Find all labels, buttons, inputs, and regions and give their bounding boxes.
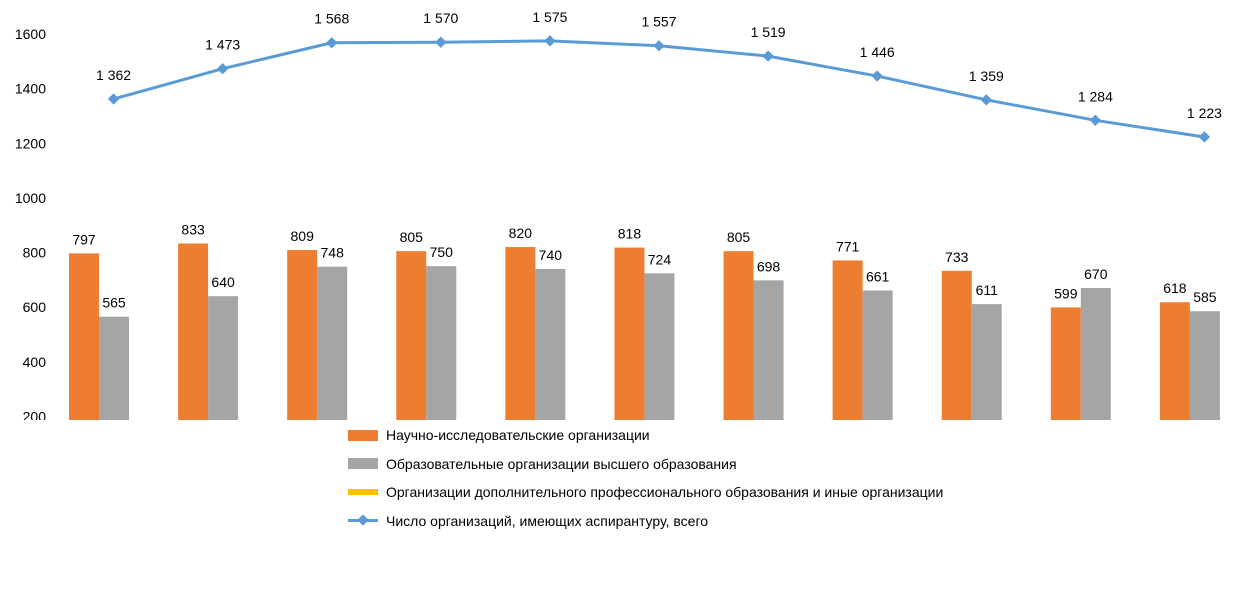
line-point	[326, 37, 338, 49]
line-data-label: 1 362	[96, 67, 131, 83]
bar	[753, 280, 784, 420]
bar	[862, 290, 893, 420]
bar	[723, 251, 754, 420]
line-series	[113, 39, 1205, 139]
bar	[614, 247, 645, 420]
bar	[426, 266, 457, 420]
bar	[832, 260, 863, 420]
bar-data-label: 565	[102, 295, 126, 311]
bar-data-label: 805	[400, 229, 424, 245]
bar	[1050, 307, 1081, 420]
bar-data-label: 797	[72, 231, 96, 247]
bar-data-label: 740	[539, 247, 563, 263]
bar-data-label: 750	[430, 244, 454, 260]
y-tick-label: 1600	[15, 26, 46, 42]
bar-data-label: 640	[211, 274, 235, 290]
line-point	[980, 94, 992, 106]
y-tick-label: 1400	[15, 81, 46, 97]
bar	[396, 251, 427, 420]
line-point	[216, 63, 229, 75]
line-data-label: 1 568	[314, 11, 349, 27]
legend-swatch-total	[348, 514, 378, 526]
bar	[644, 273, 675, 420]
bar	[287, 250, 318, 420]
legend-swatch-research	[348, 429, 378, 441]
bar	[208, 296, 239, 420]
bar	[971, 304, 1002, 420]
bar	[535, 268, 566, 420]
bar-data-label: 771	[836, 238, 860, 254]
data-labels: 797 833 809 805 820 818 805 771 733 599 618 565 640 7…	[72, 9, 1222, 311]
y-tick-label: 1200	[15, 135, 46, 151]
bar	[1189, 311, 1220, 420]
legend-item-research: Научно-исследовательские организации	[348, 421, 943, 450]
line-point	[1089, 114, 1102, 126]
bar-data-label: 670	[1084, 266, 1108, 282]
total-line	[107, 35, 1211, 143]
line-point	[653, 40, 665, 52]
bar	[505, 247, 536, 420]
bar	[69, 253, 99, 420]
bar	[178, 243, 209, 420]
line-data-label: 1 446	[860, 44, 895, 60]
legend-item-total: Число организаций, имеющих аспирантуру, …	[348, 507, 943, 536]
y-tick-label: 200	[23, 408, 47, 420]
line-data-label: 1 570	[423, 10, 458, 26]
line-data-label: 1 473	[205, 37, 240, 53]
bar	[99, 316, 129, 420]
legend-label-research: Научно-исследовательские организации	[386, 427, 650, 444]
bar-data-label: 820	[509, 225, 533, 241]
y-tick-label: 600	[23, 299, 47, 315]
bar-data-label: 599	[1054, 285, 1078, 301]
bar-data-label: 748	[321, 245, 345, 261]
legend-item-additional-education: Организации дополнительного профессионал…	[348, 478, 943, 507]
bar	[1159, 302, 1190, 420]
y-tick-label: 1000	[15, 190, 46, 206]
line-point	[871, 70, 883, 82]
legend: Научно-исследовательские организации Обр…	[348, 421, 943, 535]
legend-item-higher-education: Образовательные организации высшего обра…	[348, 450, 943, 479]
bar-data-label: 833	[181, 221, 205, 237]
legend-label-total: Число организаций, имеющих аспирантуру, …	[386, 512, 709, 529]
bar-data-label: 805	[727, 229, 751, 245]
legend-label-additional-education: Организации дополнительного профессионал…	[386, 484, 944, 501]
bar-data-label: 818	[618, 226, 642, 242]
bar-data-label: 733	[945, 249, 969, 265]
bar-data-label: 611	[976, 282, 999, 298]
bar	[1080, 288, 1111, 420]
line-point	[435, 36, 447, 48]
line-data-label: 1 519	[751, 24, 786, 40]
line-point	[107, 93, 120, 105]
bar-data-label: 724	[648, 251, 672, 267]
y-axis: 02004006008001000120014001600	[15, 26, 46, 420]
bar	[941, 270, 972, 420]
bar-data-label: 661	[866, 268, 890, 284]
line-point	[544, 35, 556, 47]
line-data-label: 1 284	[1078, 88, 1113, 104]
chart: 02004006008001000120014001600 2000200520…	[15, 9, 1222, 420]
bars	[69, 243, 1220, 420]
line-point	[762, 50, 774, 62]
line-data-label: 1 575	[532, 9, 567, 25]
line-data-label: 1 223	[1187, 105, 1222, 121]
bar-data-label: 585	[1193, 289, 1217, 305]
bar-data-label: 809	[291, 228, 315, 244]
bar	[317, 266, 348, 420]
legend-swatch-additional-education	[348, 489, 378, 496]
line-data-label: 1 557	[641, 14, 676, 30]
y-tick-label: 800	[23, 245, 47, 261]
line-data-label: 1 359	[969, 68, 1004, 84]
y-tick-label: 400	[23, 354, 47, 370]
legend-label-higher-education: Образовательные организации высшего обра…	[386, 455, 737, 472]
bar-data-label: 698	[757, 258, 781, 274]
line-point	[1198, 131, 1211, 143]
legend-swatch-higher-education	[348, 458, 378, 470]
bar-data-label: 618	[1163, 280, 1187, 296]
